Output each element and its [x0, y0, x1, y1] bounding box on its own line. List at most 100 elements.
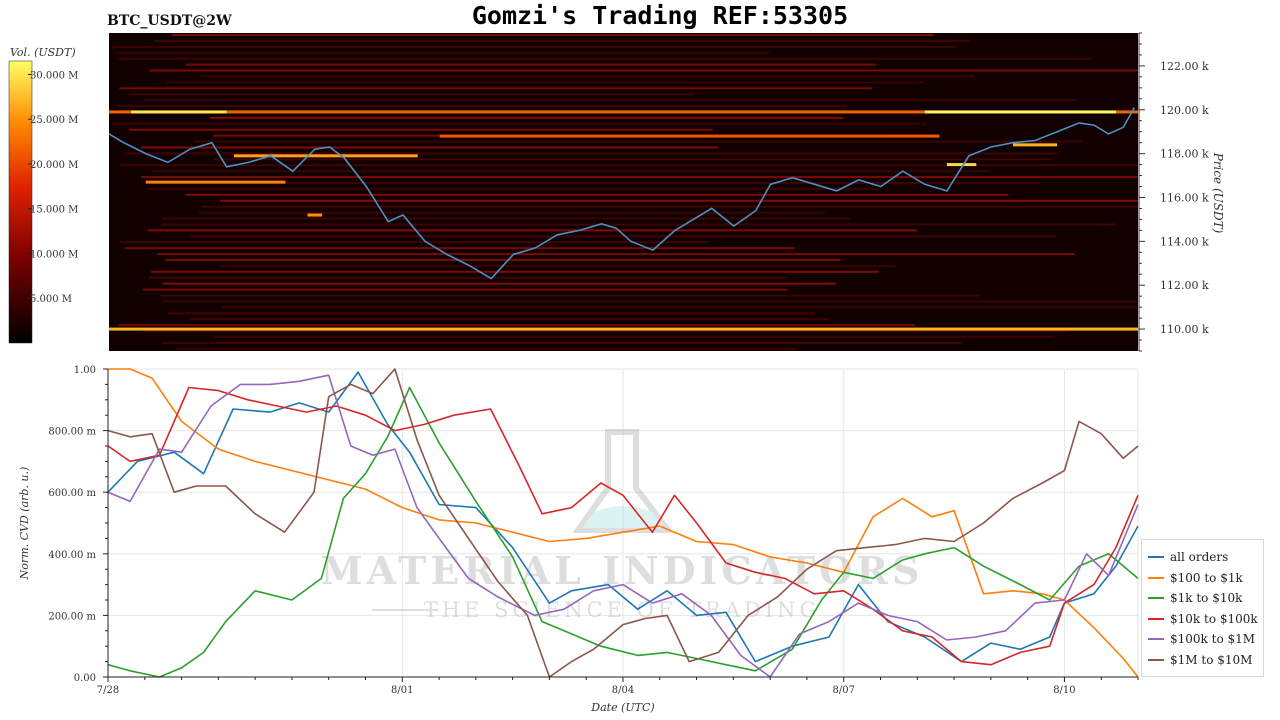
chart-title: Gomzi's Trading REF:53305 — [472, 1, 848, 30]
heatmap-band — [124, 152, 1058, 155]
legend-item: $1k to $10k — [1148, 589, 1242, 607]
colorbar-tick-label: 30.000 M — [30, 70, 78, 81]
heatmap-band — [119, 87, 873, 90]
x-tick-label: 8/01 — [391, 685, 413, 696]
legend-item: $100 to $1k — [1148, 569, 1243, 587]
price-tick-label: 118.00 k — [1160, 148, 1209, 161]
heatmap-band — [119, 241, 708, 244]
legend-label: $100 to $1k — [1170, 570, 1243, 585]
price-line — [108, 107, 1135, 280]
cvd-legend: all orders $100 to $1k $1k to $10k $10k to … — [1141, 539, 1264, 677]
liquidity-level — [946, 163, 977, 167]
heatmap-background — [109, 33, 1138, 351]
y-tick-label: 1.00 — [74, 365, 96, 376]
heatmap-band — [166, 81, 925, 84]
legend-item: $1M to $10M — [1148, 651, 1252, 669]
heatmap-band — [148, 276, 786, 279]
colorbar-tick-label: 5.000 M — [30, 294, 72, 305]
price-tick-label: 112.00 k — [1160, 279, 1209, 292]
heatmap-band — [129, 128, 713, 131]
x-tick-label: 8/04 — [612, 685, 634, 696]
heatmap-band — [190, 235, 1057, 238]
heatmap-band — [220, 264, 897, 267]
colorbar-tick-label: 25.000 M — [30, 115, 78, 126]
price-tick-label: 110.00 k — [1160, 323, 1209, 336]
series-line — [107, 374, 1139, 678]
heatmap-band — [165, 258, 841, 261]
heatmap-band — [210, 116, 844, 119]
y-tick-label: 200.00 m — [48, 611, 96, 622]
heatmap-band — [214, 335, 1054, 338]
liquidity-level — [924, 110, 1116, 114]
legend-item: $100k to $1M — [1148, 630, 1255, 648]
heatmap-band — [221, 306, 1138, 309]
heatmap-band — [140, 146, 718, 149]
heatmap-band — [157, 253, 1075, 256]
heatmap-band — [198, 211, 826, 214]
heatmap-band — [118, 57, 1093, 60]
heatmap-band — [162, 300, 1138, 303]
heatmap-band — [147, 229, 917, 232]
heatmap-band — [117, 51, 770, 54]
price-tick-label: 116.00 k — [1160, 191, 1209, 204]
heatmap-band — [199, 75, 975, 78]
heatmap-band — [193, 140, 1083, 143]
legend-swatch — [1148, 638, 1164, 640]
price-tick-label: 114.00 k — [1160, 235, 1209, 248]
heatmap-band — [118, 324, 915, 327]
series-line — [107, 386, 1139, 678]
heatmap-band — [149, 69, 1139, 72]
watermark-subtitle: THE SCIENCE OF TRADING — [424, 598, 821, 622]
heatmap-band — [189, 318, 829, 321]
heatmap-band — [147, 187, 880, 190]
series-line — [107, 371, 1139, 663]
y-tick-label: 600.00 m — [48, 488, 96, 499]
heatmap-band — [213, 158, 1052, 161]
colorbar-tick-label: 10.000 M — [30, 249, 78, 260]
y-tick-label: 0.00 — [74, 673, 96, 684]
colorbar-tick-label: 20.000 M — [30, 160, 78, 171]
series-line — [107, 386, 1139, 666]
heatmap-band — [159, 294, 981, 297]
price-axis-label: Price (USDT) — [1211, 152, 1225, 234]
heatmap-band — [185, 193, 1009, 196]
heatmap-band — [142, 288, 788, 291]
x-tick-label: 8/07 — [832, 685, 854, 696]
legend-item: $10k to $100k — [1148, 610, 1258, 628]
liquidity-level — [233, 154, 418, 158]
liquidity-level — [109, 110, 1138, 114]
legend-label: $100k to $1M — [1170, 632, 1256, 646]
legend-label: $10k to $100k — [1170, 611, 1258, 626]
liquidity-level — [131, 110, 227, 114]
heatmap-band — [112, 45, 957, 48]
y-tick-label: 400.00 m — [48, 550, 96, 561]
colorbar-tick-label: 15.000 M — [30, 205, 78, 216]
heatmap-band — [185, 63, 876, 66]
heatmap-band — [116, 105, 848, 108]
price-tick-label: 122.00 k — [1160, 60, 1209, 73]
heatmap-band — [156, 182, 1040, 185]
legend-swatch — [1148, 597, 1164, 599]
heatmap-band — [141, 176, 1139, 179]
heatmap-band — [162, 341, 963, 344]
liquidity-level — [307, 213, 323, 217]
heatmap-band — [152, 170, 990, 173]
price-tick-label: 120.00 k — [1160, 104, 1209, 117]
heatmap-band — [125, 247, 795, 250]
x-tick-label: 7/28 — [97, 685, 119, 696]
heatmap-band — [111, 122, 927, 125]
legend-swatch — [1148, 617, 1164, 620]
heatmap-band — [151, 270, 880, 273]
series-line — [107, 368, 1139, 678]
legend-label: $1M to $10M — [1170, 652, 1253, 667]
liquidity-level — [109, 327, 1138, 331]
heatmap-band — [161, 217, 850, 220]
heatmap-band — [128, 93, 696, 96]
heatmap-band — [167, 312, 816, 315]
heatmap-band — [162, 282, 837, 285]
heatmap-band — [176, 347, 796, 350]
heatmap-band — [144, 99, 1077, 102]
heatmap-band — [161, 223, 1116, 226]
x-tick-label: 8/10 — [1053, 685, 1075, 696]
